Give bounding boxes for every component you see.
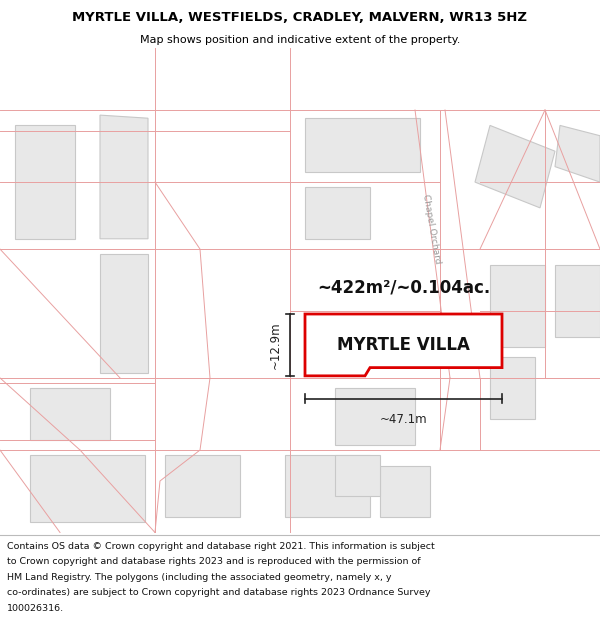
Polygon shape bbox=[15, 126, 75, 239]
Polygon shape bbox=[475, 126, 555, 208]
Text: Chapel Orchard: Chapel Orchard bbox=[421, 193, 443, 264]
Text: Contains OS data © Crown copyright and database right 2021. This information is : Contains OS data © Crown copyright and d… bbox=[7, 542, 435, 551]
Polygon shape bbox=[165, 455, 240, 517]
Text: Map shows position and indicative extent of the property.: Map shows position and indicative extent… bbox=[140, 34, 460, 44]
Text: ~47.1m: ~47.1m bbox=[380, 413, 427, 426]
Polygon shape bbox=[305, 314, 502, 376]
Polygon shape bbox=[285, 455, 370, 517]
Polygon shape bbox=[490, 264, 545, 347]
Polygon shape bbox=[335, 455, 380, 496]
Text: to Crown copyright and database rights 2023 and is reproduced with the permissio: to Crown copyright and database rights 2… bbox=[7, 558, 421, 566]
Polygon shape bbox=[100, 254, 148, 372]
Text: ~12.9m: ~12.9m bbox=[269, 321, 282, 369]
Polygon shape bbox=[555, 264, 600, 337]
Polygon shape bbox=[335, 388, 415, 445]
Text: co-ordinates) are subject to Crown copyright and database rights 2023 Ordnance S: co-ordinates) are subject to Crown copyr… bbox=[7, 588, 431, 598]
Text: MYRTLE VILLA: MYRTLE VILLA bbox=[337, 336, 470, 354]
Text: ~422m²/~0.104ac.: ~422m²/~0.104ac. bbox=[317, 278, 490, 296]
Polygon shape bbox=[30, 388, 110, 440]
Text: 100026316.: 100026316. bbox=[7, 604, 64, 613]
Polygon shape bbox=[30, 455, 145, 522]
Text: HM Land Registry. The polygons (including the associated geometry, namely x, y: HM Land Registry. The polygons (includin… bbox=[7, 573, 392, 582]
Polygon shape bbox=[490, 357, 535, 419]
Polygon shape bbox=[305, 118, 420, 172]
Polygon shape bbox=[305, 188, 370, 239]
Polygon shape bbox=[380, 466, 430, 517]
Polygon shape bbox=[555, 126, 600, 182]
Text: MYRTLE VILLA, WESTFIELDS, CRADLEY, MALVERN, WR13 5HZ: MYRTLE VILLA, WESTFIELDS, CRADLEY, MALVE… bbox=[73, 11, 527, 24]
Polygon shape bbox=[100, 115, 148, 239]
